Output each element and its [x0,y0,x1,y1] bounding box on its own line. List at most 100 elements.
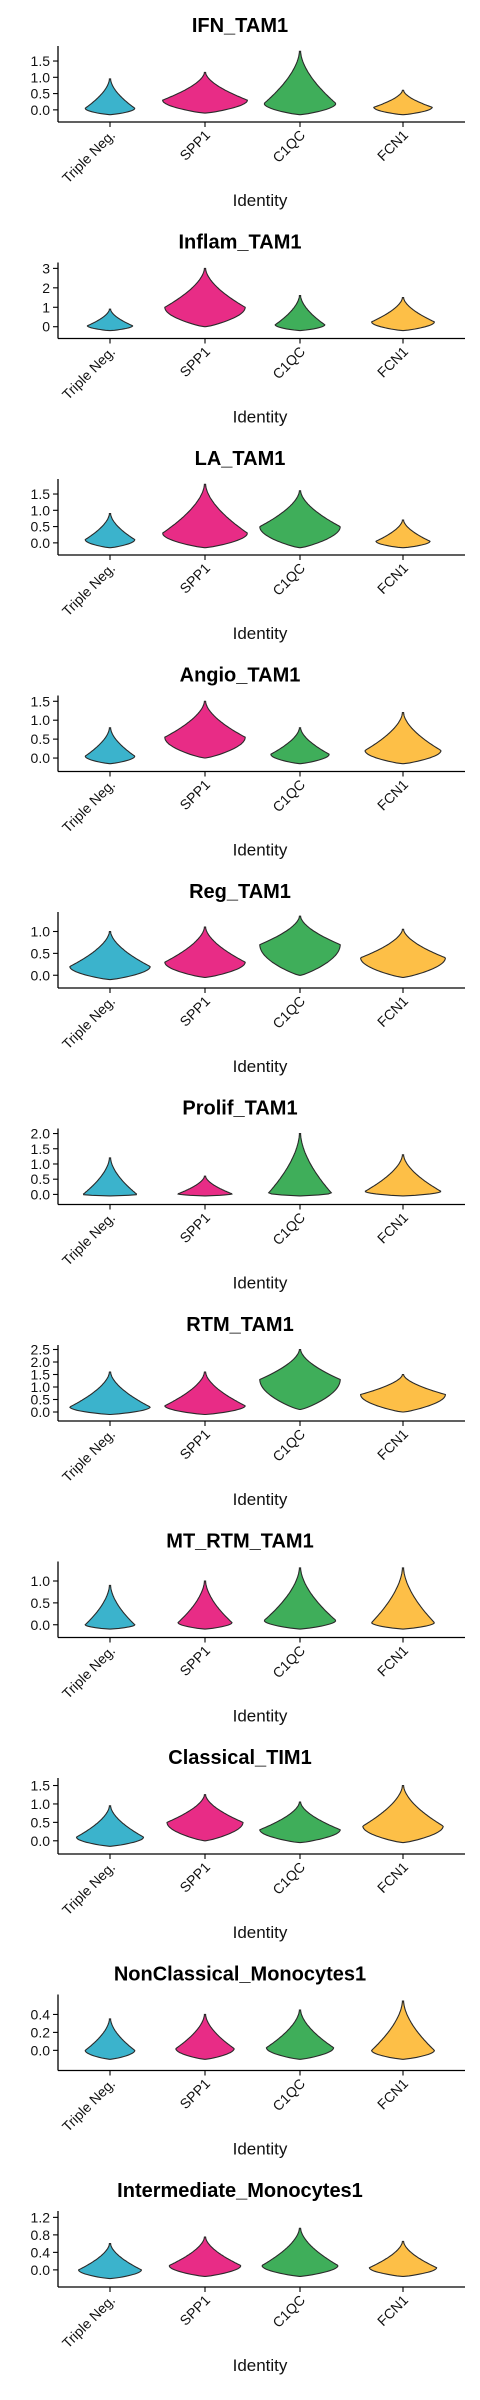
y-tick-label: 0.5 [31,86,51,102]
panel-title: Intermediate_Monocytes1 [117,2180,363,2202]
y-tick-label: 0.4 [31,2006,51,2022]
x-tick-label: SPP1 [176,1426,213,1463]
y-tick-label: 2.5 [31,1342,51,1358]
x-axis-title: Identity [233,2356,288,2375]
panel-title: RTM_TAM1 [186,1314,293,1336]
violin-panel: Classical_TIM1 0.0 0.5 1.0 1.5 Triple Neg. SPP… [31,1747,465,1942]
x-tick-label: FCN1 [374,2075,411,2112]
x-axis-title: Identity [233,191,288,210]
y-tick-label: 0.5 [31,945,51,961]
y-tick-label: 0.0 [31,1833,51,1849]
violin-spp1 [161,71,249,114]
violin-fcn1 [359,928,447,978]
x-axis-title: Identity [233,841,288,860]
x-tick-label: C1QC [269,2292,308,2331]
y-tick-label: 2.0 [31,1126,51,1142]
x-axis-title: Identity [233,1274,288,1293]
x-tick-label: Triple Neg. [59,343,118,402]
x-tick-label: FCN1 [374,993,411,1030]
y-tick-label: 0.8 [31,2227,51,2243]
violin-spp1 [168,2236,242,2277]
x-tick-label: C1QC [269,2075,308,2114]
x-tick-label: FCN1 [374,1209,411,1246]
y-tick-label: 1.0 [31,1796,51,1812]
violin-spp1 [177,1580,233,1630]
violin-fcn1 [371,297,435,332]
y-tick-label: 0.5 [31,1392,51,1408]
y-tick-label: 1.5 [31,1778,51,1794]
violin-triple-neg [69,930,151,981]
y-tick-label: 0.0 [31,2042,51,2058]
x-tick-label: C1QC [269,560,308,599]
y-tick-label: 1 [42,299,50,315]
y-tick-label: 1.0 [31,1379,51,1395]
y-tick-label: 0.5 [31,519,51,535]
x-tick-label: FCN1 [374,2292,411,2329]
violin-fcn1 [368,2240,438,2277]
violin-panel: Intermediate_Monocytes1 0.0 0.40.8 1.2 Tripl… [31,2180,465,2375]
violin-triple-neg [75,1805,145,1847]
y-tick-label: 1.5 [31,693,51,709]
x-tick-label: Triple Neg. [59,1859,118,1918]
violin-c1qc [270,727,330,765]
violin-spp1 [166,1794,244,1842]
x-tick-label: SPP1 [176,776,213,813]
violin-c1qc [274,295,326,332]
panel-title: Classical_TIM1 [168,1747,311,1769]
x-tick-label: SPP1 [176,2075,213,2112]
x-axis-title: Identity [233,1490,288,1509]
violin-spp1 [164,267,246,328]
violin-c1qc [259,915,341,976]
x-tick-label: Triple Neg. [59,2075,118,2134]
x-axis-title: Identity [233,1923,288,1942]
y-tick-label: 1.0 [31,1573,51,1589]
x-tick-label: C1QC [269,776,308,815]
x-tick-label: C1QC [269,343,308,382]
y-tick-label: 0.0 [31,2262,51,2278]
y-tick-label: 1.0 [31,924,51,940]
y-tick-label: 0.0 [31,1186,51,1202]
violin-c1qc [259,490,341,549]
violin-spp1 [175,2013,235,2060]
panel-title: Reg_TAM1 [189,881,291,903]
violin-fcn1 [364,1154,442,1197]
y-tick-label: 1.5 [31,486,51,502]
y-tick-label: 0.5 [31,731,51,747]
y-tick-label: 0.5 [31,1171,51,1187]
violin-triple-neg [77,2243,143,2280]
x-tick-label: C1QC [269,1209,308,1248]
panel-title: Prolif_TAM1 [182,1098,297,1120]
x-tick-label: FCN1 [374,343,411,380]
violin-fcn1 [370,2000,436,2060]
x-axis-title: Identity [233,1057,288,1076]
x-tick-label: C1QC [269,1426,308,1465]
violin-panel: NonClassical_Monocytes1 0.0 0.2 0.4 Triple N… [31,1964,465,2159]
x-tick-label: FCN1 [374,1642,411,1679]
y-tick-label: 1.5 [31,1141,51,1157]
x-tick-label: Triple Neg. [59,1209,118,1268]
y-tick-label: 1.0 [31,1156,51,1172]
y-tick-label: 0.0 [31,1617,51,1633]
violin-fcn1 [373,89,433,116]
x-tick-label: SPP1 [176,560,213,597]
violin-panel: Prolif_TAM1 0.00.51.01.52.0 Triple Neg. SPP… [31,1098,465,1293]
y-tick-label: 1.5 [31,53,51,69]
violin-panel: LA_TAM1 0.00.51.01.5 Triple Neg. SPP1 C1QC FC… [31,448,465,643]
violin-fcn1 [359,1373,447,1413]
violin-spp1 [162,483,248,549]
x-tick-label: SPP1 [176,993,213,1030]
panel-title: LA_TAM1 [195,448,286,470]
y-tick-label: 0.5 [31,1595,51,1611]
violin-panel: Angio_TAM1 0.0 0.5 1.0 1.5 Triple Neg. SPP1 C1Q… [31,665,465,860]
violin-spp1 [177,1175,233,1197]
y-tick-label: 2 [42,280,50,296]
panel-title: Inflam_TAM1 [179,232,302,254]
violin-triple-neg [69,1371,151,1416]
x-tick-label: C1QC [269,127,308,166]
violin-c1qc [263,50,337,116]
violin-c1qc [263,1567,337,1630]
y-tick-label: 0.4 [31,2244,51,2260]
x-tick-label: FCN1 [374,776,411,813]
panel-title: MT_RTM_TAM1 [166,1531,313,1553]
violin-c1qc [259,1801,341,1844]
